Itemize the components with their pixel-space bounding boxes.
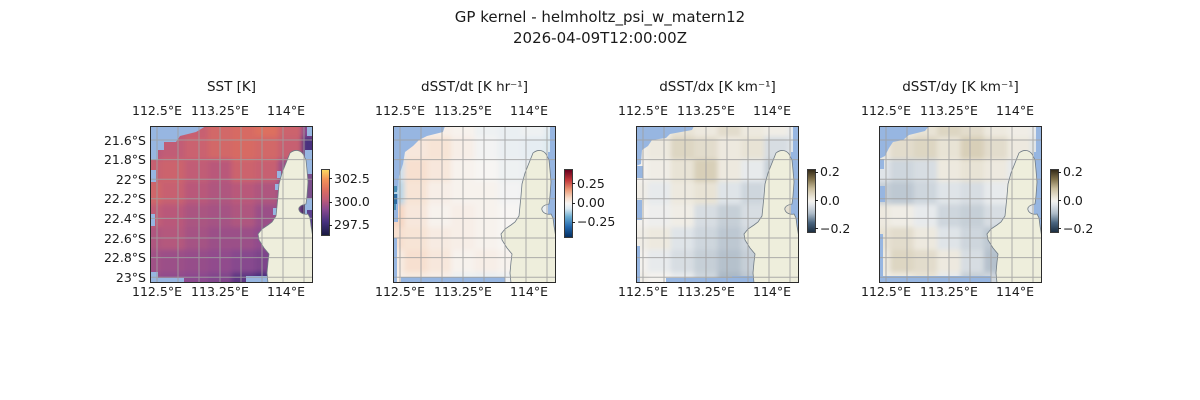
colorbar-tick-sst [329,224,332,226]
colorbar-label-dsst_dt: 0.25 [577,175,605,191]
lon-tick-bottom-dsst_dy: 114°E [995,284,1035,299]
colorbar-tick-dsst_dy [1058,200,1061,201]
subplot-title-dsst_dx: dSST/dx [K km⁻¹] [659,79,776,95]
colorbar-label-dsst_dt: 0.00 [577,195,605,210]
lon-tick-top-dsst_dy: 112.5°E [861,103,911,118]
lon-tick-top-dsst_dt: 113.25°E [434,103,492,118]
colorbar-label-dsst_dx: 0.2 [820,164,840,180]
land-polygon [257,150,313,283]
figure-timestamp: 2026-04-09T12:00:00Z [513,29,687,47]
lon-tick-top-sst: 113.25°E [191,103,249,118]
colorbar-label-sst: 297.5 [334,217,370,233]
lon-tick-top-dsst_dx: 114°E [752,103,792,118]
lat-tick-sst: 22.2°S [103,191,146,207]
lat-tick-sst: 23°S [115,269,146,285]
subplot-title-dsst_dt: dSST/dt [K hr⁻¹] [421,79,528,95]
lon-tick-bottom-dsst_dx: 114°E [752,284,792,299]
lon-tick-bottom-dsst_dt: 112.5°E [375,284,425,299]
lon-tick-top-dsst_dx: 112.5°E [618,103,668,118]
colorbar-label-dsst_dx: −0.2 [820,220,851,236]
colorbar-dsst_dt [564,169,573,238]
lat-tick-sst: 22.6°S [103,230,146,246]
lon-tick-top-dsst_dy: 114°E [995,103,1035,118]
colorbar-tick-dsst_dy [1058,171,1061,173]
lat-tick-sst: 21.6°S [103,132,146,148]
lat-tick-sst: 22.8°S [103,250,146,266]
lon-tick-top-sst: 112.5°E [132,103,182,118]
land-polygon [500,150,556,283]
lon-tick-top-sst: 114°E [266,103,306,118]
subplot-title-sst: SST [K] [206,79,257,95]
colorbar-tick-sst [329,201,332,203]
colorbar-tick-sst [329,178,332,180]
colorbar-dsst_dx [807,169,816,233]
lat-tick-sst: 21.8°S [103,152,146,168]
colorbar-tick-dsst_dx [815,171,818,173]
colorbar-label-sst: 300.0 [334,194,370,209]
figure-title: GP kernel - helmholtz_psi_w_matern12 [454,8,746,26]
lon-tick-bottom-dsst_dx: 113.25°E [677,284,735,299]
colorbar-label-dsst_dt: −0.25 [577,214,616,230]
colorbar-tick-dsst_dt [572,221,575,223]
map-sst [150,126,313,283]
colorbar-label-dsst_dy: −0.2 [1063,220,1094,236]
colorbar-tick-dsst_dt [572,202,575,204]
map-dsst_dt [393,126,556,283]
lon-tick-bottom-sst: 114°E [266,284,306,299]
colorbar-label-sst: 302.5 [334,170,370,186]
colorbar-tick-dsst_dy [1058,228,1061,230]
lon-tick-bottom-sst: 112.5°E [132,284,182,299]
colorbar-label-dsst_dy: 0.2 [1063,164,1083,180]
lon-tick-top-dsst_dt: 114°E [509,103,549,118]
colorbar-tick-dsst_dx [815,228,818,230]
lon-tick-top-dsst_dt: 112.5°E [375,103,425,118]
colorbar-label-dsst_dy: 0.0 [1063,192,1083,208]
land-polygon [743,150,799,283]
land-polygon [986,150,1042,283]
lat-tick-sst: 22°S [115,171,146,187]
lon-tick-bottom-dsst_dx: 112.5°E [618,284,668,299]
lon-tick-bottom-dsst_dy: 113.25°E [920,284,978,299]
colorbar-label-dsst_dx: 0.0 [820,192,840,208]
lon-tick-bottom-dsst_dt: 114°E [509,284,549,299]
map-dsst_dx [636,126,799,283]
map-dsst_dy [879,126,1042,283]
lon-tick-bottom-dsst_dy: 112.5°E [861,284,911,299]
lon-tick-bottom-sst: 113.25°E [191,284,249,299]
colorbar-sst [321,169,330,236]
colorbar-tick-dsst_dt [572,183,575,185]
lat-tick-sst: 22.4°S [103,210,146,226]
lon-tick-bottom-dsst_dt: 113.25°E [434,284,492,299]
lon-tick-top-dsst_dx: 113.25°E [677,103,735,118]
lon-tick-top-dsst_dy: 113.25°E [920,103,978,118]
subplot-title-dsst_dy: dSST/dy [K km⁻¹] [902,79,1019,95]
colorbar-dsst_dy [1050,169,1059,233]
colorbar-tick-dsst_dx [815,200,818,201]
